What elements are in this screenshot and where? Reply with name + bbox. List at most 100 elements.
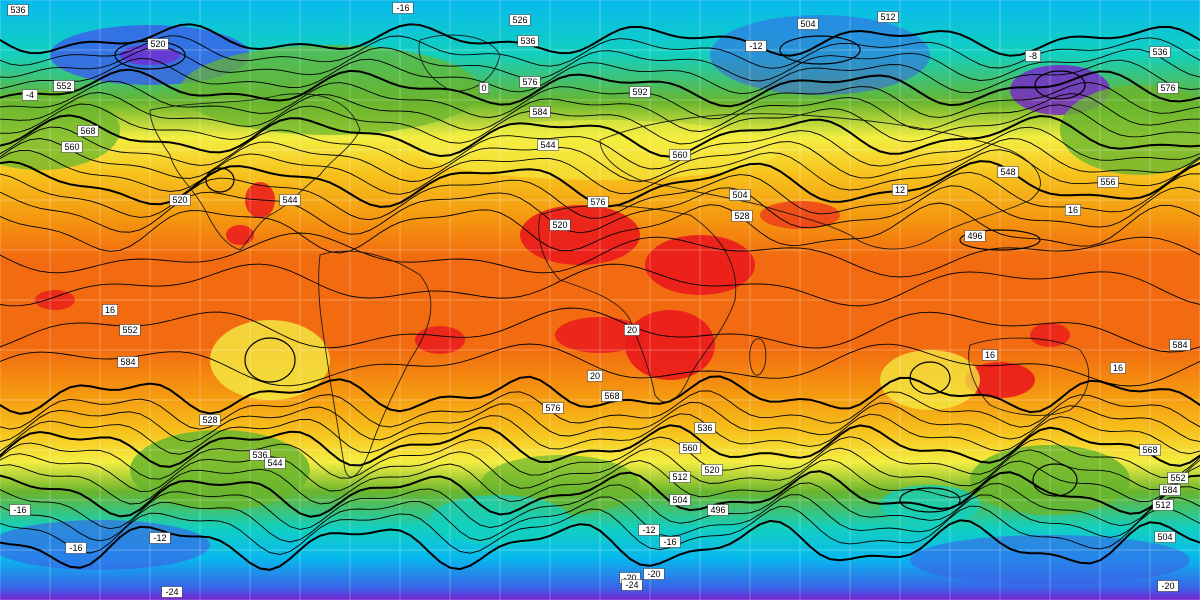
height-label-box bbox=[77, 125, 99, 137]
height-label-text: 536 bbox=[252, 450, 267, 460]
height-label-box bbox=[117, 356, 139, 368]
temperature-label-text: -12 bbox=[642, 525, 655, 535]
temperature-label-box bbox=[587, 370, 603, 382]
temperature-label-text: -20 bbox=[647, 569, 660, 579]
temperature-label: -8 bbox=[1025, 50, 1041, 62]
coast-australia bbox=[968, 337, 1090, 416]
closed-contour bbox=[244, 337, 296, 383]
temperature-label: -16 bbox=[9, 504, 31, 516]
temperature-label-text: 20 bbox=[627, 325, 637, 335]
height-label-box bbox=[877, 11, 899, 23]
height-label-text: 504 bbox=[1157, 532, 1172, 542]
height-label-box bbox=[199, 414, 221, 426]
temperature-label-box bbox=[643, 568, 665, 580]
contour-line-south bbox=[0, 505, 1200, 555]
closed-contour bbox=[909, 361, 951, 395]
temperature-label: -4 bbox=[22, 89, 38, 101]
height-label: 544 bbox=[264, 457, 286, 469]
green-patch-east bbox=[1060, 85, 1200, 175]
height-label-box bbox=[1167, 472, 1189, 484]
temperature-label-text: -20 bbox=[623, 573, 636, 583]
temperature-label: 16 bbox=[1065, 204, 1081, 216]
height-label-text: 526 bbox=[512, 15, 527, 25]
height-label: 536 bbox=[694, 422, 716, 434]
coast-eurasia bbox=[599, 113, 1041, 250]
height-label-text: 576 bbox=[522, 77, 537, 87]
temperature-label-box bbox=[1110, 362, 1126, 374]
height-label-text: 584 bbox=[1172, 340, 1187, 350]
height-label: 536 bbox=[7, 4, 29, 16]
temperature-label: 16 bbox=[1110, 362, 1126, 374]
height-label-box bbox=[1169, 339, 1191, 351]
contour-line-tropics bbox=[0, 307, 1200, 353]
height-label-box bbox=[1157, 82, 1179, 94]
height-label: 576 bbox=[542, 402, 564, 414]
height-label: 536 bbox=[249, 449, 271, 461]
temperature-label-box bbox=[621, 579, 643, 591]
contour-line-tropics bbox=[0, 263, 1200, 307]
height-label-box bbox=[679, 442, 701, 454]
height-label: 576 bbox=[587, 196, 609, 208]
temperature-label-box bbox=[745, 40, 767, 52]
contour-line-north bbox=[0, 185, 1200, 235]
height-label-box bbox=[509, 14, 531, 26]
height-label-text: 520 bbox=[552, 220, 567, 230]
temperature-label-text: 20 bbox=[590, 371, 600, 381]
height-label-text: 528 bbox=[734, 211, 749, 221]
height-label-box bbox=[279, 194, 301, 206]
contour-line-north bbox=[0, 114, 1200, 158]
temperature-label-box bbox=[1065, 204, 1081, 216]
height-label-text: 520 bbox=[172, 195, 187, 205]
temperature-label: -12 bbox=[149, 532, 171, 544]
height-label-text: 576 bbox=[545, 403, 560, 413]
height-label: 592 bbox=[629, 86, 651, 98]
height-label-text: 544 bbox=[282, 195, 297, 205]
contour-line-north bbox=[0, 80, 1200, 120]
temperature-label: -12 bbox=[745, 40, 767, 52]
height-label-box bbox=[147, 38, 169, 50]
height-label-text: 560 bbox=[672, 150, 687, 160]
height-label: 544 bbox=[537, 139, 559, 151]
height-label-box bbox=[629, 86, 651, 98]
temperature-label-box bbox=[149, 532, 171, 544]
temperature-label-text: 12 bbox=[895, 185, 905, 195]
temperature-label-text: 0 bbox=[481, 83, 486, 93]
contour-line-south bbox=[0, 519, 1200, 571]
contour-line-south bbox=[0, 401, 1200, 443]
height-label-text: 548 bbox=[1000, 167, 1015, 177]
contour-line-south bbox=[0, 459, 1200, 505]
temperature-label-text: -16 bbox=[13, 505, 26, 515]
height-label: 496 bbox=[964, 230, 986, 242]
height-label-text: 568 bbox=[604, 391, 619, 401]
temperature-label-text: -20 bbox=[1161, 581, 1174, 591]
temperature-label-box bbox=[102, 304, 118, 316]
height-label: 584 bbox=[117, 356, 139, 368]
temperature-label: -20 bbox=[643, 568, 665, 580]
height-label-box bbox=[1154, 531, 1176, 543]
temperature-label: 20 bbox=[587, 370, 603, 382]
height-label-text: 544 bbox=[540, 140, 555, 150]
height-label: 552 bbox=[1167, 472, 1189, 484]
temperature-label: -24 bbox=[621, 579, 643, 591]
height-label: 552 bbox=[119, 324, 141, 336]
temperature-label-box bbox=[1157, 580, 1179, 592]
height-label-text: 560 bbox=[64, 142, 79, 152]
height-label-box bbox=[61, 141, 83, 153]
geopotential-contours bbox=[0, 23, 1200, 571]
height-label-text: 528 bbox=[202, 415, 217, 425]
height-label-text: 576 bbox=[590, 197, 605, 207]
height-label-text: 504 bbox=[732, 190, 747, 200]
height-label-box bbox=[1152, 499, 1174, 511]
height-label-text: 556 bbox=[1100, 177, 1115, 187]
height-label-box bbox=[669, 471, 691, 483]
temperature-label-text: -12 bbox=[153, 533, 166, 543]
height-label-text: 552 bbox=[1170, 473, 1185, 483]
temperature-label-box bbox=[659, 536, 681, 548]
height-label-box bbox=[53, 80, 75, 92]
coast-south-america bbox=[318, 250, 432, 478]
temperature-label: -24 bbox=[161, 586, 183, 598]
height-label: 576 bbox=[1157, 82, 1179, 94]
height-label-box bbox=[729, 189, 751, 201]
contour-line-south bbox=[0, 482, 1200, 530]
